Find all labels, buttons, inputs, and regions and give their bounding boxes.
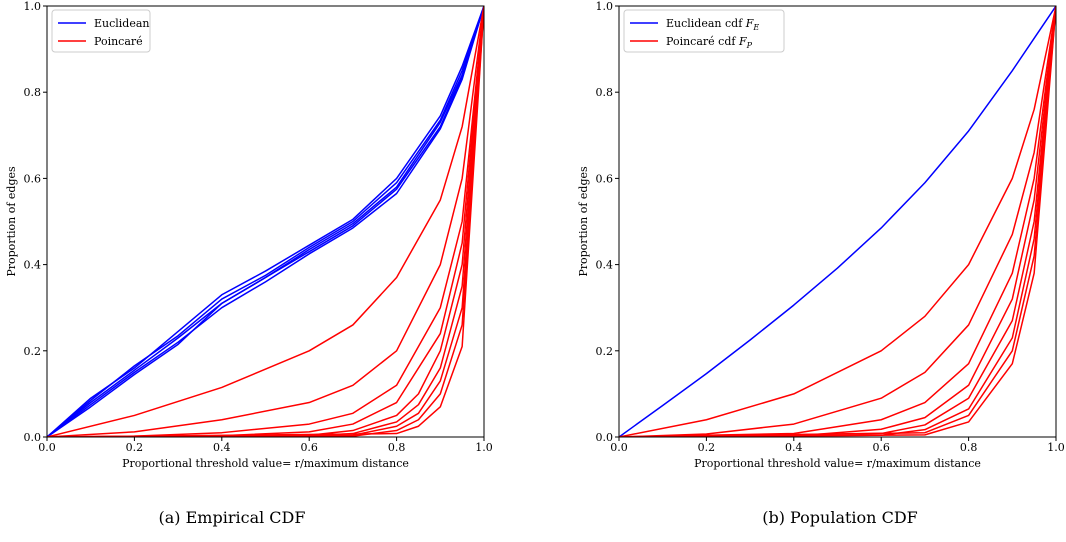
poincare-line-11 bbox=[47, 6, 484, 437]
series-group bbox=[47, 6, 484, 437]
y-tick-label: 0.2 bbox=[596, 345, 614, 358]
y-tick-label: 0.4 bbox=[596, 259, 614, 272]
x-tick-label: 0.2 bbox=[126, 441, 144, 454]
x-tick-label: 0.0 bbox=[610, 441, 628, 454]
legend-label: Poincaré bbox=[94, 35, 143, 48]
y-tick-label: 0.2 bbox=[24, 345, 42, 358]
poincare-line-2 bbox=[619, 6, 1056, 437]
poincare-line-1 bbox=[619, 6, 1056, 437]
poincare-line-3 bbox=[619, 6, 1056, 437]
series-group bbox=[619, 6, 1056, 437]
x-tick-label: 0.0 bbox=[38, 441, 56, 454]
x-tick-label: 1.0 bbox=[1047, 441, 1065, 454]
euclidean-line-1 bbox=[47, 6, 484, 437]
y-tick-label: 0.0 bbox=[596, 431, 614, 444]
figure: 0.0 0.2 0.4 0.6 0.8 1.0 0.0 0.2 0.4 0.6 0.8 1.0 Prop… bbox=[5, 0, 1065, 470]
y-tick-label: 0.6 bbox=[596, 172, 614, 185]
x-tick-label: 0.8 bbox=[960, 441, 978, 454]
poincare-line-6 bbox=[47, 6, 484, 437]
plot-frame bbox=[46, 5, 485, 438]
plot-frame bbox=[618, 5, 1057, 438]
legend: Euclidean cdf FE Poincaré cdf FP bbox=[623, 9, 785, 53]
y-axis-label: Proportion of edges bbox=[5, 166, 18, 277]
poincare-line-7 bbox=[47, 6, 484, 437]
poincare-line-12 bbox=[47, 6, 484, 437]
x-tick-label: 0.4 bbox=[785, 441, 803, 454]
y-axis-label: Proportion of edges bbox=[577, 166, 590, 277]
x-tick-label: 0.8 bbox=[388, 441, 406, 454]
x-tick-label: 0.2 bbox=[698, 441, 716, 454]
euclidean-line-0 bbox=[619, 6, 1056, 437]
poincare-line-5 bbox=[47, 6, 484, 437]
x-tick-label: 0.4 bbox=[213, 441, 231, 454]
poincare-line-7 bbox=[619, 6, 1056, 437]
y-tick-label: 0.4 bbox=[24, 259, 42, 272]
x-tick-label: 1.0 bbox=[475, 441, 493, 454]
y-tick-label: 0.6 bbox=[24, 172, 42, 185]
euclidean-line-3 bbox=[47, 6, 484, 437]
y-tick-label: 0.8 bbox=[596, 86, 614, 99]
poincare-line-9 bbox=[47, 6, 484, 437]
legend-label: Euclidean cdf FE bbox=[666, 17, 759, 32]
y-tick-label: 1.0 bbox=[596, 0, 614, 13]
poincare-line-10 bbox=[47, 6, 484, 437]
legend-label: Euclidean bbox=[94, 17, 150, 30]
legend-box bbox=[623, 9, 785, 53]
legend-label: Poincaré cdf FP bbox=[666, 35, 753, 50]
euclidean-line-4 bbox=[47, 6, 484, 437]
x-tick-label: 0.6 bbox=[300, 441, 318, 454]
euclidean-line-2 bbox=[47, 6, 484, 437]
y-tick-label: 1.0 bbox=[24, 0, 42, 13]
legend: Euclidean Poincaré bbox=[51, 9, 151, 53]
y-tick-label: 0.0 bbox=[24, 431, 42, 444]
caption-population-cdf: (b) Population CDF bbox=[762, 508, 918, 527]
poincare-line-8 bbox=[47, 6, 484, 437]
poincare-line-8 bbox=[619, 6, 1056, 437]
x-axis-label: Proportional threshold value= r/maximum … bbox=[122, 457, 409, 470]
chart-population-cdf: 0.0 0.2 0.4 0.6 0.8 1.0 0.0 0.2 0.4 0.6 0.8 1.0 Prop… bbox=[577, 0, 1065, 470]
x-tick-label: 0.6 bbox=[872, 441, 890, 454]
poincare-line-13 bbox=[47, 6, 484, 437]
x-axis-label: Proportional threshold value= r/maximum … bbox=[694, 457, 981, 470]
y-tick-label: 0.8 bbox=[24, 86, 42, 99]
chart-empirical-cdf: 0.0 0.2 0.4 0.6 0.8 1.0 0.0 0.2 0.4 0.6 0.8 1.0 Prop… bbox=[5, 0, 493, 470]
caption-empirical-cdf: (a) Empirical CDF bbox=[158, 508, 306, 527]
euclidean-line-0 bbox=[47, 6, 484, 437]
